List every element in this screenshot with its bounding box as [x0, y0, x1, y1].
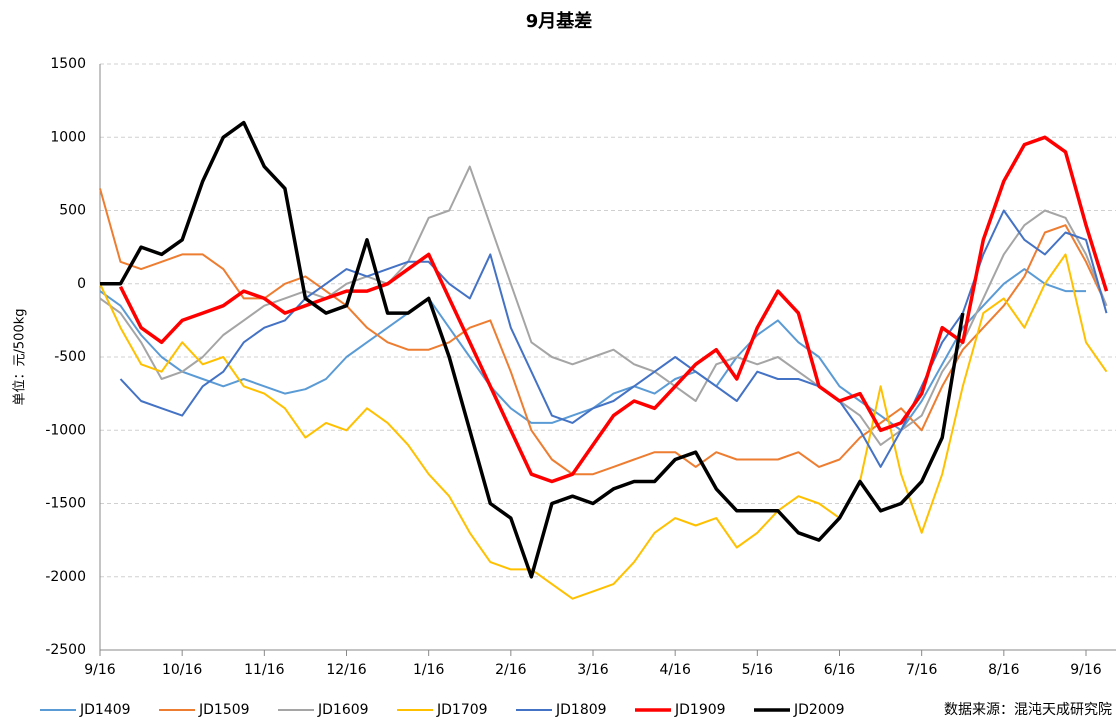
x-tick-label: 6/16 — [824, 662, 856, 678]
series-line — [99, 165, 1108, 446]
legend-label: JD1409 — [79, 702, 131, 718]
y-tick-label: -1000 — [45, 422, 86, 438]
legend-label: JD1909 — [674, 702, 726, 718]
y-tick-label: -2500 — [45, 642, 86, 658]
x-tick-label: 4/16 — [659, 662, 691, 678]
legend-label: JD1609 — [317, 702, 369, 718]
y-tick-label: 1500 — [50, 56, 86, 72]
series-line — [99, 188, 1108, 476]
y-tick-label: 500 — [59, 203, 86, 219]
y-tick-label: -2000 — [45, 569, 86, 585]
series-line — [119, 209, 1108, 468]
x-tick-label: 7/16 — [906, 662, 938, 678]
x-tick-label: 12/16 — [326, 662, 366, 678]
y-tick-label: -500 — [54, 349, 86, 365]
y-tick-label: 1000 — [50, 129, 86, 145]
series-line — [118, 135, 1109, 484]
source-note: 数据来源：混沌天成研究院 — [944, 702, 1112, 718]
x-tick-label: 5/16 — [742, 662, 774, 678]
x-tick-label: 9/16 — [84, 662, 116, 678]
x-tick-label: 11/16 — [244, 662, 284, 678]
y-axis-label: 单位：元/500kg — [13, 309, 28, 406]
chart-title: 9月基差 — [526, 10, 593, 32]
series-line — [99, 253, 1108, 600]
x-tick-label: 9/16 — [1070, 662, 1102, 678]
x-tick-label: 8/16 — [988, 662, 1020, 678]
y-tick-label: 0 — [77, 276, 86, 292]
legend-label: JD1509 — [198, 702, 250, 718]
y-tick-label: -1500 — [45, 496, 86, 512]
series-line — [100, 120, 965, 579]
x-tick-label: 10/16 — [162, 662, 202, 678]
x-tick-label: 1/16 — [413, 662, 445, 678]
legend-label: JD2009 — [793, 702, 845, 718]
legend-label: JD1709 — [436, 702, 488, 718]
x-tick-label: 3/16 — [577, 662, 609, 678]
legend-label: JD1809 — [555, 702, 607, 718]
x-tick-label: 2/16 — [495, 662, 527, 678]
